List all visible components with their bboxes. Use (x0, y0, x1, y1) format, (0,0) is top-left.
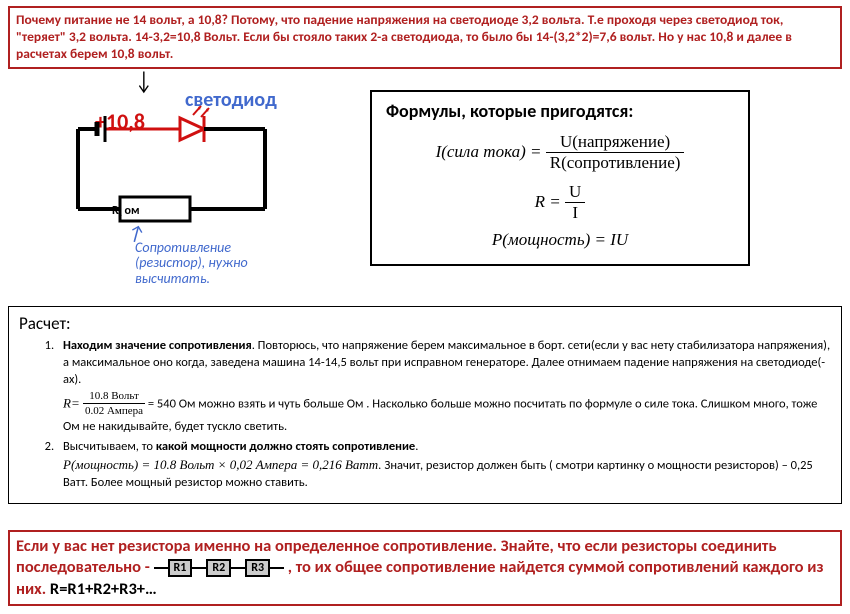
arrow-down-icon: ↓ (136, 64, 152, 96)
formula-title: Формулы, которые пригодятся: (386, 100, 734, 122)
calc-item-2: Высчитываем, то какой мощности должно ст… (57, 439, 831, 492)
formula-body: I(сила тока) = U(напряжение)R(сопротивле… (386, 132, 734, 250)
calc-list: Находим значение сопротивления. Повторюс… (19, 338, 831, 492)
calc-item-1: Находим значение сопротивления. Повторюс… (57, 338, 831, 436)
resistor-series-icon: R1 R2 R3 (154, 559, 285, 577)
series-note: Если у вас нет резистора именно на опред… (8, 530, 842, 606)
calc-title: Расчет: (19, 313, 831, 334)
circuit-diagram (70, 104, 280, 234)
formula-box: Формулы, которые пригодятся: I(сила тока… (370, 90, 750, 266)
resistor-label: R₁ ом (112, 204, 140, 218)
calculation-box: Расчет: Находим значение сопротивления. … (8, 306, 842, 504)
intro-note: Почему питание не 14 вольт, а 10,8? Пото… (8, 6, 842, 69)
resistor-note: Сопротивление (резистор), нужно высчитат… (135, 240, 295, 286)
